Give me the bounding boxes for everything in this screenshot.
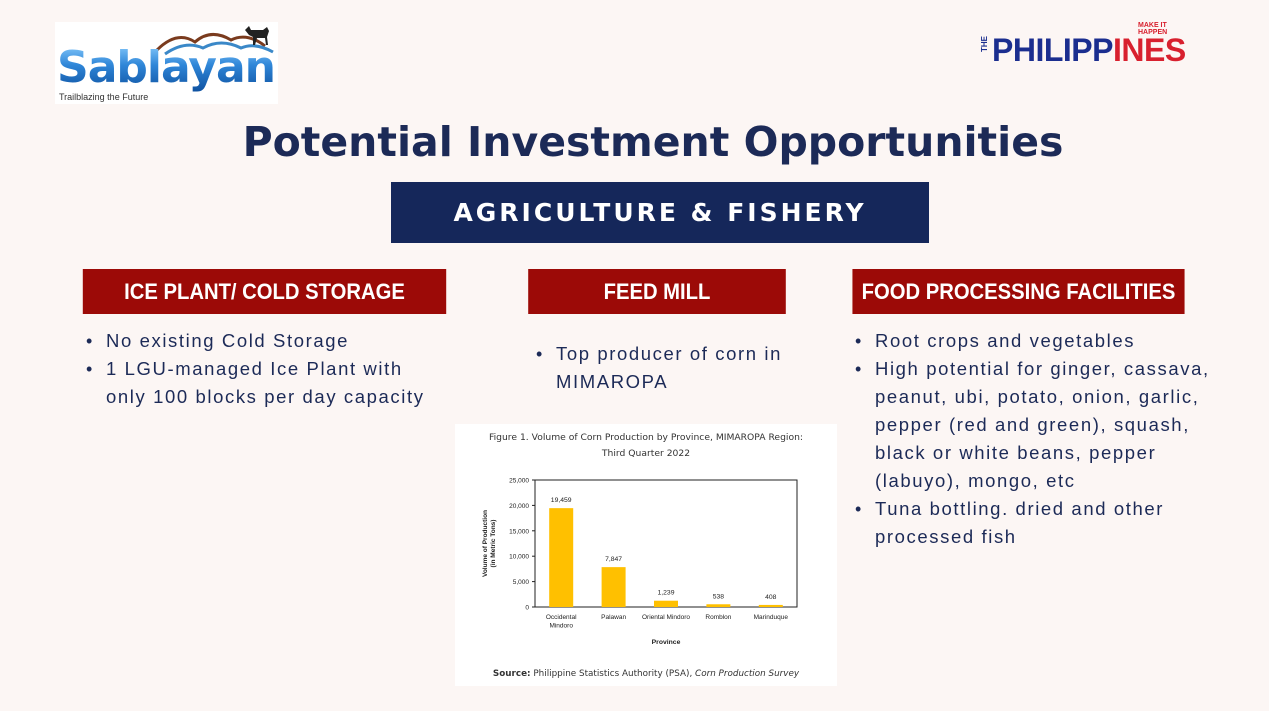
heading-food-processing: FOOD PROCESSING FACILITIES: [852, 269, 1185, 314]
ph-the-text: THE: [980, 36, 989, 52]
source-text: Philippine Statistics Authority (PSA),: [533, 669, 693, 679]
page-title: Potential Investment Opportunities: [242, 118, 1064, 166]
bar: [549, 508, 574, 607]
ph-word-highlight: INES: [1112, 32, 1186, 68]
sablayan-logo: Sablayan Trailblazing the Future: [55, 22, 278, 104]
logo-tagline: Trailblazing the Future: [59, 92, 149, 102]
x-axis-label: Province: [652, 639, 681, 646]
y-axis-label-unit: (in Metric Tons): [490, 520, 497, 568]
y-tick-label: 25,000: [509, 478, 529, 485]
plot-frame: [534, 479, 798, 608]
y-tick-label: 0: [525, 605, 529, 612]
source-survey: Corn Production Survey: [695, 669, 800, 679]
x-tick-label: Mindoro: [549, 623, 573, 630]
y-tick-label: 15,000: [509, 528, 529, 535]
ph-slogan-line1: MAKE IT: [1138, 22, 1167, 29]
figure-title-line2: Third Quarter 2022: [601, 448, 691, 459]
bar: [601, 567, 626, 607]
mountain-deer-icon: [155, 26, 274, 56]
y-tick-label: 20,000: [509, 503, 529, 510]
bar: [654, 600, 678, 607]
y-axis-label: Volume of Production: [482, 510, 489, 577]
data-label: 7,847: [605, 556, 622, 563]
figure-title-line1: Figure 1. Volume of Corn Production by P…: [488, 432, 803, 443]
list-item: Root crops and vegetables: [855, 327, 1210, 355]
x-tick-label: Occidental: [546, 614, 577, 621]
heading-ice-plant: ICE PLANT/ COLD STORAGE: [82, 269, 447, 314]
heading-feed-mill: FEED MILL: [528, 269, 786, 314]
philippines-brand-logo: THE PHILIPPINES MAKE IT HAPPEN: [980, 22, 1230, 70]
figure-source: Source: Philippine Statistics Authority …: [455, 669, 837, 679]
source-label: Source:: [492, 669, 531, 679]
data-label: 408: [765, 594, 777, 601]
x-tick-label: Romblon: [705, 614, 731, 621]
sector-banner: AGRICULTURE & FISHERY: [391, 182, 929, 243]
ph-slogan-line2: HAPPEN: [1138, 29, 1168, 36]
corn-production-chart: 0 5,000 10,000 15,000 20,000 25,000 19,459 Occi…: [482, 478, 798, 646]
y-tick-label: 5,000: [513, 579, 530, 586]
list-item: Top producer of corn in MIMAROPA: [536, 340, 806, 396]
list-item: No existing Cold Storage: [86, 327, 446, 355]
data-label: 1,239: [657, 590, 674, 597]
list-item: Tuna bottling. dried and other processed…: [855, 495, 1210, 551]
x-tick-label: Marinduque: [754, 614, 789, 621]
logo-wordmark: Sablayan: [57, 42, 276, 93]
data-label: 538: [713, 593, 725, 600]
y-tick-label: 10,000: [509, 554, 529, 561]
x-tick-label: Palawan: [601, 614, 626, 621]
list-item: High potential for ginger, cassava, pean…: [855, 355, 1210, 495]
figure-title: Figure 1. Volume of Corn Production by P…: [455, 430, 837, 462]
x-tick-label: Oriental Mindoro: [642, 614, 690, 621]
corn-production-figure: Figure 1. Volume of Corn Production by P…: [455, 424, 837, 686]
bar: [706, 604, 731, 607]
feed-mill-bullets: Top producer of corn in MIMAROPA: [536, 340, 806, 396]
bar: [758, 604, 783, 607]
ice-plant-bullets: No existing Cold Storage 1 LGU-managed I…: [86, 327, 446, 411]
ph-wordmark: PHILIPPINES: [992, 32, 1186, 69]
data-label: 19,459: [551, 497, 572, 504]
ph-word-prefix: PHILIPP: [992, 32, 1113, 68]
ph-slogan: MAKE IT HAPPEN: [1138, 22, 1188, 36]
food-processing-bullets: Root crops and vegetables High potential…: [855, 327, 1210, 551]
list-item: 1 LGU-managed Ice Plant with only 100 bl…: [86, 355, 446, 411]
